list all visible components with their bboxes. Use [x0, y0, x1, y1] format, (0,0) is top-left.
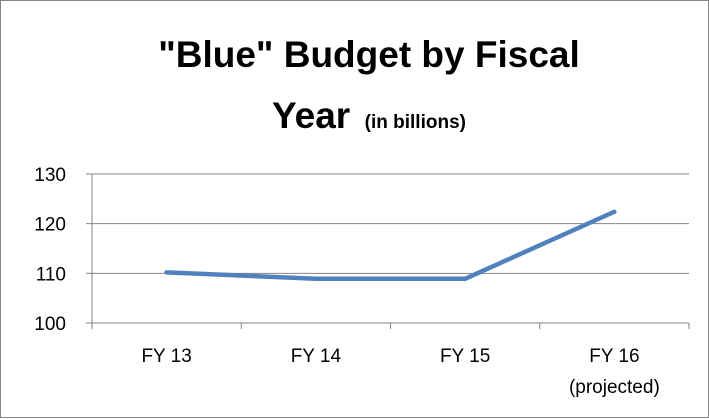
- tick-labels: 100 110 120 130 FY 13 FY 14 FY 15 FY 16 (project…: [34, 165, 659, 398]
- data-point: [166, 271, 168, 273]
- x-tick-label: FY 15: [440, 346, 490, 367]
- gridlines: [92, 173, 689, 274]
- x-tick-label: FY 13: [141, 346, 191, 367]
- data-point: [315, 278, 317, 280]
- y-tick-label: 120: [34, 215, 66, 236]
- chart-title-line2: Year (in billions): [272, 95, 466, 136]
- x-tick-label: FY 16: [589, 346, 639, 367]
- x-tick-sublabel: (projected): [569, 377, 660, 398]
- y-tick-label: 110: [36, 264, 66, 285]
- x-tick-label: FY 14: [291, 346, 342, 367]
- series-layer: [164, 209, 617, 282]
- axes: [86, 173, 690, 329]
- series-line-0: [164, 209, 617, 282]
- chart-title-line1: "Blue" Budget by Fiscal: [158, 34, 580, 75]
- data-point: [613, 211, 615, 213]
- y-tick-label: 100: [34, 314, 66, 335]
- data-point: [464, 278, 466, 280]
- y-tick-label: 130: [34, 165, 66, 186]
- chart-title-main: Year: [272, 95, 350, 136]
- chart-title-sub: (in billions): [365, 112, 466, 133]
